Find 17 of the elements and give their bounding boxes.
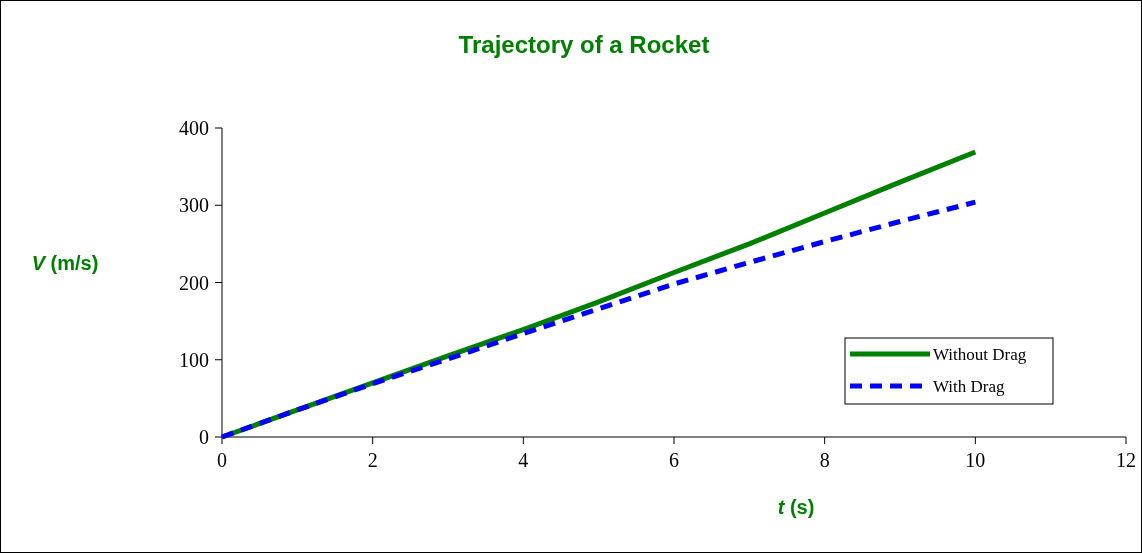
x-tick-label: 8 — [819, 449, 830, 471]
chart-title: Trajectory of a Rocket — [458, 31, 710, 58]
x-axis-title: t (s) — [777, 496, 815, 518]
y-axis-title: V (m/s) — [31, 252, 99, 274]
x-tick-label: 0 — [217, 449, 227, 471]
y-tick-label: 400 — [179, 117, 209, 139]
y-tick-label: 100 — [179, 348, 209, 371]
x-tick-label: 2 — [367, 449, 378, 471]
x-tick-label: 12 — [1116, 449, 1136, 471]
legend-label: With Drag — [933, 377, 1006, 396]
x-tick-label: 6 — [669, 449, 679, 471]
y-tick-label: 300 — [179, 194, 209, 217]
y-tick-label: 0 — [199, 426, 209, 448]
legend-label: Without Drag — [933, 345, 1027, 364]
y-tick-label: 200 — [179, 271, 209, 294]
x-tick-label: 10 — [965, 449, 986, 471]
x-tick-label: 4 — [518, 449, 529, 471]
